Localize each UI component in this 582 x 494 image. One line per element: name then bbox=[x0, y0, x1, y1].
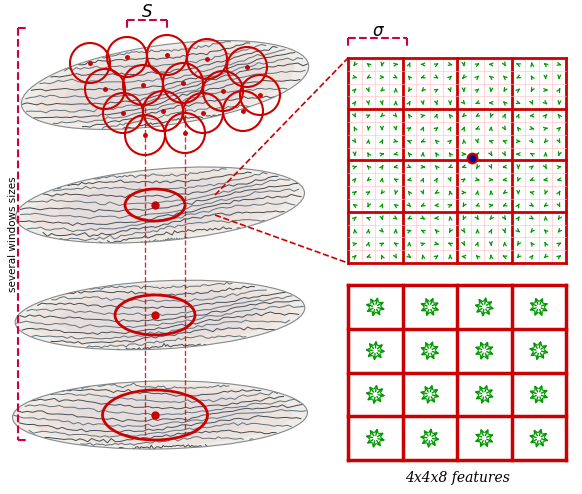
Bar bbox=[348, 285, 566, 460]
Ellipse shape bbox=[59, 178, 261, 232]
Ellipse shape bbox=[30, 284, 290, 346]
Text: σ: σ bbox=[372, 22, 383, 40]
Text: S: S bbox=[142, 3, 152, 21]
Ellipse shape bbox=[13, 381, 307, 449]
Bar bbox=[348, 58, 566, 263]
Text: 4x4x8 features: 4x4x8 features bbox=[404, 471, 509, 485]
Ellipse shape bbox=[27, 384, 293, 446]
Ellipse shape bbox=[16, 167, 304, 243]
Ellipse shape bbox=[36, 45, 294, 125]
Text: several windows sizes: several windows sizes bbox=[8, 176, 18, 292]
Ellipse shape bbox=[59, 290, 261, 339]
Ellipse shape bbox=[65, 54, 265, 116]
Ellipse shape bbox=[15, 280, 305, 350]
Ellipse shape bbox=[57, 391, 263, 439]
Ellipse shape bbox=[30, 171, 290, 239]
Ellipse shape bbox=[22, 41, 308, 129]
